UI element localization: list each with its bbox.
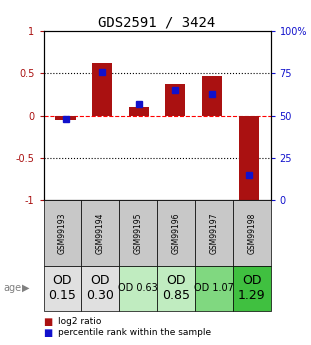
- Bar: [157, 200, 195, 266]
- Text: GSM99195: GSM99195: [134, 212, 143, 254]
- Bar: [55, 116, 76, 120]
- Bar: [44, 266, 81, 311]
- Text: GSM99198: GSM99198: [247, 212, 256, 254]
- Bar: [239, 116, 259, 202]
- Text: OD
0.15: OD 0.15: [49, 274, 77, 302]
- Text: GSM99196: GSM99196: [171, 212, 180, 254]
- Bar: [92, 63, 112, 116]
- Bar: [44, 200, 81, 266]
- Bar: [165, 84, 185, 116]
- Bar: [202, 76, 222, 116]
- Text: OD
1.29: OD 1.29: [238, 274, 266, 302]
- Text: OD
0.85: OD 0.85: [162, 274, 190, 302]
- Text: GSM99194: GSM99194: [96, 212, 105, 254]
- Text: log2 ratio: log2 ratio: [58, 317, 101, 326]
- Text: ■: ■: [44, 317, 53, 326]
- Text: GSM99197: GSM99197: [209, 212, 218, 254]
- Bar: [195, 200, 233, 266]
- Text: OD
0.30: OD 0.30: [86, 274, 114, 302]
- Text: ▶: ▶: [22, 283, 29, 293]
- Bar: [81, 200, 119, 266]
- Text: age: age: [3, 283, 21, 293]
- Bar: [81, 266, 119, 311]
- Bar: [233, 266, 271, 311]
- Bar: [157, 266, 195, 311]
- Bar: [233, 200, 271, 266]
- Text: OD 0.63: OD 0.63: [118, 283, 158, 293]
- Text: ■: ■: [44, 328, 53, 338]
- Text: OD 1.07: OD 1.07: [194, 283, 234, 293]
- Text: GSM99193: GSM99193: [58, 212, 67, 254]
- Bar: [119, 200, 157, 266]
- Bar: [119, 266, 157, 311]
- Title: GDS2591 / 3424: GDS2591 / 3424: [98, 16, 216, 30]
- Text: percentile rank within the sample: percentile rank within the sample: [58, 328, 211, 337]
- Bar: [129, 107, 149, 116]
- Bar: [195, 266, 233, 311]
